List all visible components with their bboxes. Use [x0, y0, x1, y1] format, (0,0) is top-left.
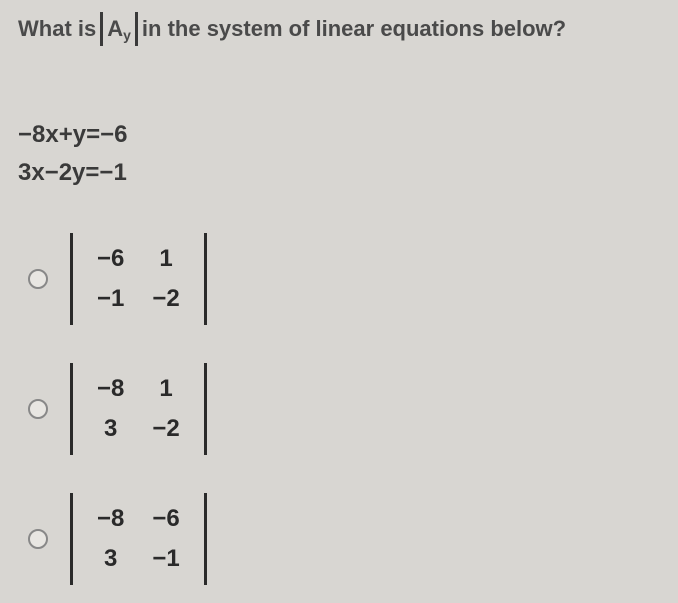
matrix-cell: −6	[83, 239, 138, 279]
determinant-option: −8 −6 3 −1	[70, 493, 207, 585]
matrix-cell: 1	[138, 369, 193, 409]
equation-2: 3x−2y=−1	[18, 154, 660, 192]
matrix-cell: 3	[83, 409, 138, 449]
matrix-cell: 1	[138, 239, 193, 279]
question-text: What is A y in the system of linear equa…	[18, 12, 660, 46]
matrix-cell: −1	[83, 279, 138, 319]
determinant-option: −6 1 −1 −2	[70, 233, 207, 325]
radio-button[interactable]	[28, 399, 48, 419]
system-of-equations: −8x+y=−6 3x−2y=−1	[18, 116, 660, 193]
matrix-cell: −2	[138, 409, 193, 449]
option-row[interactable]: −8 1 3 −2	[28, 363, 660, 455]
radio-button[interactable]	[28, 529, 48, 549]
radio-button[interactable]	[28, 269, 48, 289]
det-base: A	[107, 16, 123, 42]
determinant-option: −8 1 3 −2	[70, 363, 207, 455]
question-part1: What is	[18, 16, 96, 42]
matrix-cell: −2	[138, 279, 193, 319]
determinant-symbol: A y	[100, 12, 138, 46]
question-part2: in the system of linear equations below?	[142, 16, 566, 42]
det-subscript: y	[123, 27, 131, 43]
matrix-cell: −1	[138, 539, 193, 579]
matrix-cell: −6	[138, 499, 193, 539]
equation-1: −8x+y=−6	[18, 116, 660, 154]
matrix-cell: −8	[83, 499, 138, 539]
option-row[interactable]: −6 1 −1 −2	[28, 233, 660, 325]
option-row[interactable]: −8 −6 3 −1	[28, 493, 660, 585]
matrix-cell: 3	[83, 539, 138, 579]
matrix-cell: −8	[83, 369, 138, 409]
